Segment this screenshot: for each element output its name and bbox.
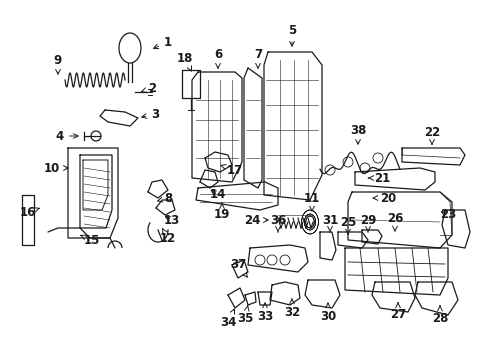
Text: 28: 28 — [431, 306, 447, 324]
Text: 17: 17 — [221, 163, 243, 176]
Text: 5: 5 — [287, 23, 296, 46]
Text: 29: 29 — [359, 213, 375, 232]
Text: 2: 2 — [142, 81, 156, 94]
Text: 21: 21 — [367, 171, 389, 184]
Text: 27: 27 — [389, 303, 406, 321]
Text: 11: 11 — [303, 192, 320, 211]
Text: 36: 36 — [269, 213, 285, 232]
Text: 23: 23 — [439, 208, 455, 221]
Text: 20: 20 — [372, 192, 395, 204]
Text: 24: 24 — [244, 213, 267, 226]
Text: 16: 16 — [20, 206, 39, 219]
Text: 8: 8 — [157, 192, 172, 204]
Text: 38: 38 — [349, 123, 366, 144]
Text: 1: 1 — [153, 36, 172, 49]
Text: 37: 37 — [229, 258, 247, 277]
Text: 18: 18 — [177, 51, 193, 71]
Text: 30: 30 — [319, 303, 335, 323]
Text: 26: 26 — [386, 211, 403, 231]
Text: 14: 14 — [209, 189, 226, 202]
Text: 10: 10 — [44, 162, 68, 175]
Text: 9: 9 — [54, 54, 62, 74]
Text: 22: 22 — [423, 126, 439, 144]
Text: 7: 7 — [253, 49, 262, 68]
Ellipse shape — [119, 33, 141, 63]
Text: 33: 33 — [256, 303, 273, 323]
Text: 13: 13 — [163, 213, 180, 226]
Text: 4: 4 — [56, 130, 78, 143]
Text: 19: 19 — [213, 203, 230, 221]
Text: 15: 15 — [81, 234, 100, 247]
Text: 3: 3 — [142, 108, 159, 121]
Text: 31: 31 — [321, 213, 337, 232]
Text: 25: 25 — [339, 216, 355, 234]
Text: 6: 6 — [213, 49, 222, 68]
Text: 12: 12 — [160, 229, 176, 244]
Text: 34: 34 — [220, 309, 236, 328]
Text: 32: 32 — [284, 299, 300, 319]
Text: 35: 35 — [236, 306, 253, 324]
